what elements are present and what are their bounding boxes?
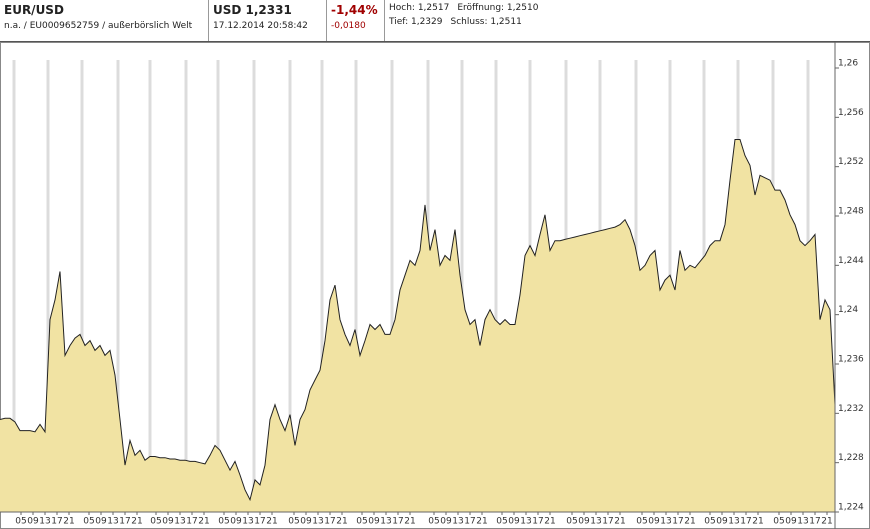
x-tick-label: 17 [119,517,130,527]
x-tick-label: 21 [63,517,74,527]
x-tick-label: 21 [404,517,415,527]
x-tick-label: 21 [131,517,142,527]
x-tick-label: 09 [368,517,380,527]
x-tick-label: 05 [773,517,784,527]
x-tick-label: 05 [636,517,647,527]
x-tick-label: 21 [266,517,277,527]
instrument-subline: n.a. / EU0009652759 / außerbörslich Welt [4,21,193,31]
x-tick-label: 21 [821,517,832,527]
x-tick-label: 13 [242,517,253,527]
x-tick-label: 09 [648,517,660,527]
x-tick-label: 09 [95,517,107,527]
y-tick-label: 1,252 [838,157,864,167]
x-tick-label: 05 [218,517,229,527]
x-tick-label: 21 [684,517,695,527]
x-tick-label: 05 [288,517,299,527]
x-tick-label: 21 [614,517,625,527]
x-tick-label: 05 [704,517,715,527]
open: Eröffnung: 1,2510 [457,3,539,13]
area-line [0,139,836,502]
change-pct: -1,44% [331,3,378,17]
x-tick-label: 21 [752,517,763,527]
instrument-name: EUR/USD [4,3,64,17]
change-abs: -0,0180 [331,21,366,31]
x-tick-label: 17 [464,517,475,527]
x-tick-label: 05 [83,517,94,527]
x-tick-label: 17 [809,517,820,527]
x-tick-label: 09 [300,517,312,527]
x-tick-label: 13 [590,517,601,527]
y-tick-label: 1,228 [838,453,864,463]
x-tick-label: 09 [716,517,728,527]
y-tick-label: 1,256 [838,108,864,118]
instrument-cell: EUR/USD n.a. / EU0009652759 / außerbörsl… [0,0,209,41]
price: USD 1,2331 [213,3,292,17]
x-tick-label: 05 [428,517,439,527]
x-tick-label: 17 [672,517,683,527]
y-tick-label: 1,244 [838,256,864,266]
x-tick-label: 13 [452,517,463,527]
y-tick-label: 1,248 [838,207,864,217]
x-tick-label: 09 [578,517,590,527]
x-tick-label: 13 [520,517,531,527]
stats-cell: Hoch: 1,2517 Eröffnung: 1,2510 Tief: 1,23… [385,0,870,41]
x-tick-label: 13 [107,517,118,527]
area-fill [0,139,835,512]
x-tick-label: 17 [392,517,403,527]
x-tick-label: 21 [476,517,487,527]
chart: 1,224 1,228 1,232 1,236 1,24 1,244 1,248 1,252 1… [0,42,870,529]
x-tick-label: 05 [15,517,26,527]
x-tick-label: 13 [660,517,671,527]
x-tick-label: 05 [566,517,577,527]
x-tick-label: 05 [356,517,367,527]
x-tick-label: 17 [324,517,335,527]
x-tick-label: 17 [186,517,197,527]
x-tick-label: 09 [508,517,520,527]
y-tick-label: 1,24 [838,305,858,315]
x-tick-label: 17 [51,517,62,527]
x-tick-label: 13 [174,517,185,527]
x-tick-label: 09 [230,517,242,527]
x-tick-label: 13 [797,517,808,527]
price-cell: USD 1,2331 17.12.2014 20:58:42 [209,0,327,41]
y-tick-label: 1,224 [838,503,864,513]
x-tick-label: 13 [39,517,50,527]
x-tick-label: 09 [27,517,39,527]
x-tick-label: 17 [740,517,751,527]
close: Schluss: 1,2511 [450,17,522,27]
low: Tief: 1,2329 [389,17,443,27]
x-tick-label: 21 [544,517,555,527]
y-tick-label: 1,236 [838,355,864,365]
x-tick-label: 13 [312,517,323,527]
y-tick-label: 1,232 [838,404,864,414]
x-tick-label: 09 [440,517,452,527]
quote-header: EUR/USD n.a. / EU0009652759 / außerbörsl… [0,0,870,42]
high: Hoch: 1,2517 [389,3,450,13]
y-tick-label: 1,26 [838,59,858,69]
x-tick-label: 05 [496,517,507,527]
x-tick-label: 05 [150,517,161,527]
x-tick-label: 21 [336,517,347,527]
x-tick-label: 09 [162,517,174,527]
timestamp: 17.12.2014 20:58:42 [213,21,308,31]
x-tick-label: 13 [728,517,739,527]
change-cell: -1,44% -0,0180 [327,0,385,41]
x-tick-label: 13 [380,517,391,527]
x-tick-label: 17 [254,517,265,527]
x-tick-label: 17 [532,517,543,527]
x-tick-label: 17 [602,517,613,527]
x-tick-label: 09 [785,517,797,527]
x-tick-label: 21 [198,517,209,527]
